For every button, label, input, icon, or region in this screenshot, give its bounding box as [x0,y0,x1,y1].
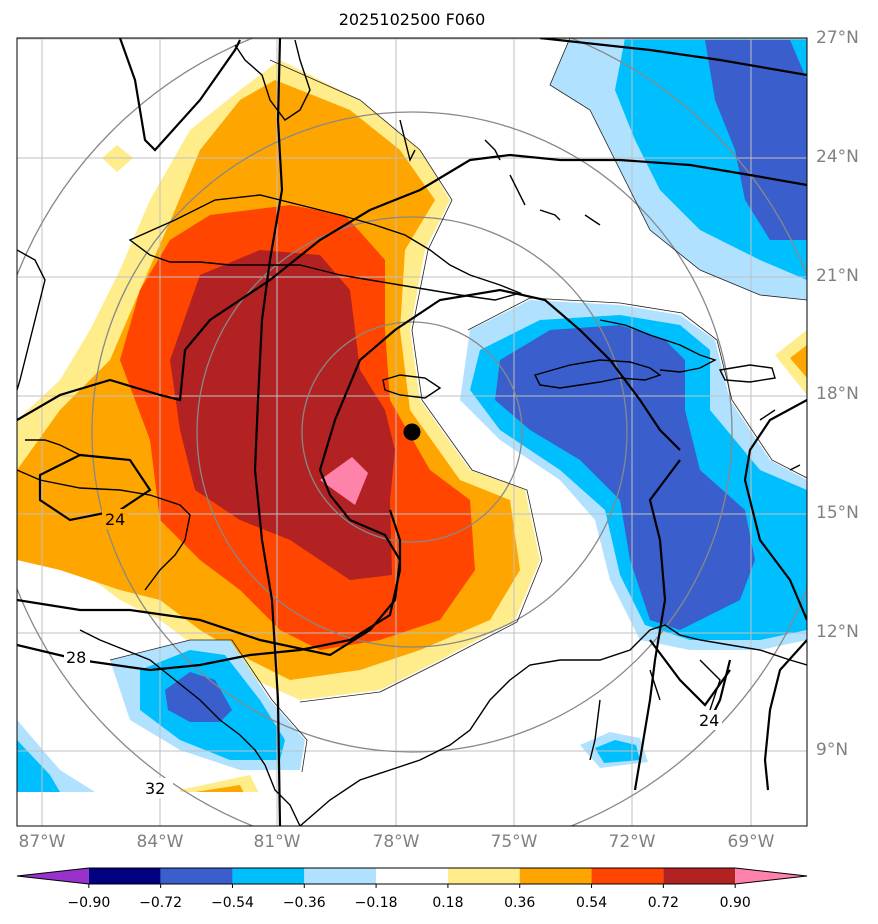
colorbar-tick-label: 0.54 [575,895,608,911]
colorbar-tick-label: 0.36 [504,895,536,911]
colorbar-bin [735,868,807,884]
colorbar-bin [663,868,736,884]
coast-florida [234,39,311,121]
coast-jamaica [382,374,442,399]
coast-cuba [128,194,523,301]
lon-label-84w: 84°W [136,832,184,852]
distance-rings [17,38,807,826]
lon-label-69w: 69°W [727,832,775,852]
lat-label-27n: 27°N [816,28,859,48]
coast-venezuela-inland [589,659,721,761]
colorbar-bin [17,868,89,884]
lon-label-75w: 75°W [490,832,538,852]
thin-contours [109,38,807,773]
contour-fill-0.72 [170,250,395,580]
coast-south-america [299,624,807,826]
coast-islands-east [759,409,801,471]
coast-hispaniola [533,319,717,389]
colorbar-bin [304,868,377,884]
colorbar-tick-label: 0.18 [432,895,464,911]
map-plot-area: 24 28 32 24 [17,38,807,826]
map-frame [16,37,808,827]
lat-label-21n: 21°N [816,266,859,286]
contour-label-24-east: 24 [699,711,719,730]
colorbar [16,867,808,888]
white-unshaded-gap [17,792,807,826]
colorbar-tick-label: −0.90 [67,895,111,911]
coast-central-america [79,629,301,826]
contour-fill-neg0.36-w [17,740,60,792]
colorbar-tick-label: −0.72 [139,895,183,911]
colorbar-bin [376,868,448,884]
colorbar-bin [88,868,161,884]
contour-fill-neg0.54-ne [705,40,807,240]
colorbar-bin [232,868,305,884]
lon-label-72w: 72°W [608,832,656,852]
coast-bahamas-1 [399,119,416,163]
coast-bahamas-5 [584,214,601,226]
colorbar-tick-label: 0.72 [647,895,679,911]
colorbar-bin [160,868,233,884]
coast-yucatan [17,249,81,456]
map-title: 2025102500 F060 [338,10,486,29]
lat-label-12n: 12°N [816,622,859,642]
coast-puerto-rico [718,364,776,383]
coast-honduras [17,469,191,591]
lat-label-15n: 15°N [816,503,859,523]
coastlines [17,39,807,826]
lat-label-24n: 24°N [816,147,859,167]
contour-fill-neg0.54-east [495,325,755,630]
colorbar-bin [447,868,520,884]
colorbar-tick-label: 0.90 [719,895,751,911]
lon-label-87w: 87°W [18,832,66,852]
colorbar-bin [591,868,664,884]
positive-anomaly-field [17,60,807,795]
colorbar-tick-label: −0.54 [211,895,254,911]
lon-label-78w: 78°W [372,832,420,852]
colorbar-tick-label: −0.18 [354,895,398,911]
contour-label-28: 28 [66,648,86,667]
contour-fill-0.36-east [790,345,807,378]
coast-bahamas-4 [539,209,561,221]
colorbar-tick-label: −0.36 [282,895,326,911]
coast-bahamas-3 [509,174,526,206]
colorbar-bin [519,868,592,884]
contour-fill-0.90 [320,457,368,505]
storm-center-marker [403,423,421,441]
thick-contours [17,38,807,826]
contour-fill-0.18-east [775,330,807,395]
lat-label-9n: 9°N [816,740,849,760]
lat-label-18n: 18°N [816,384,859,404]
contour-label-32: 32 [145,779,165,798]
lon-label-81w: 81°W [253,832,301,852]
contour-label-24-west: 24 [105,510,125,529]
contour-labels: 24 28 32 24 [64,509,722,798]
